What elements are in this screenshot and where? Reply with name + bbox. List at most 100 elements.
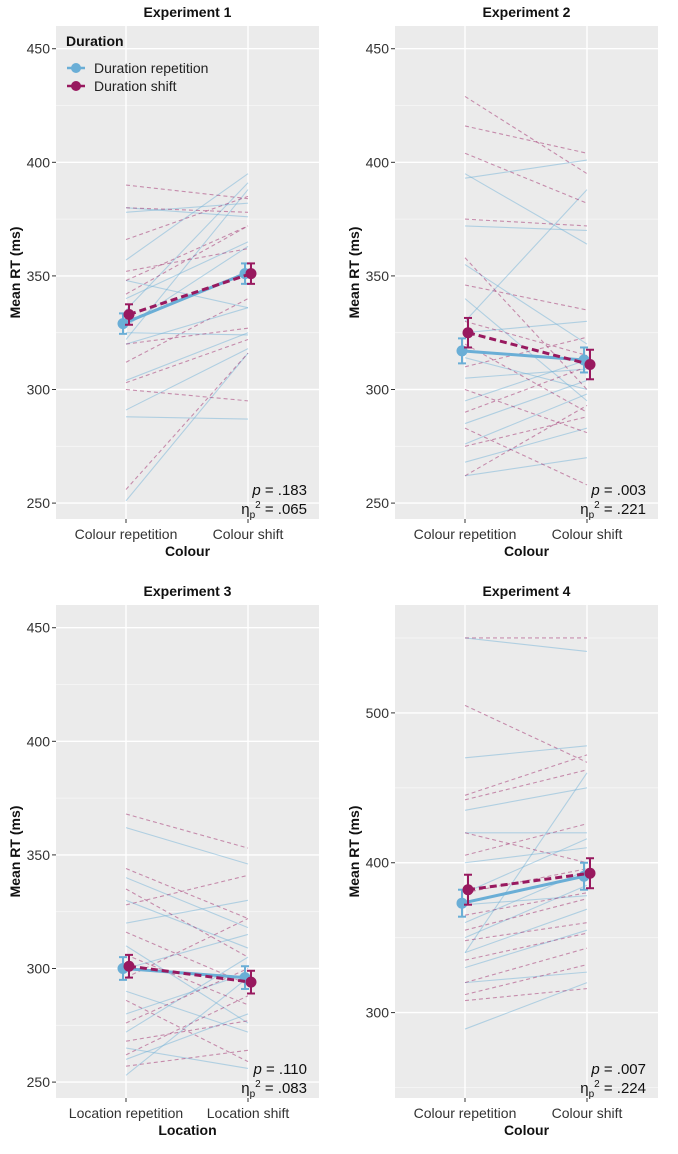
eta-squared-text: ηp2 = .224 xyxy=(580,1079,646,1100)
participant-line-repetition xyxy=(125,945,249,1024)
x-tick-label: Colour shift xyxy=(213,526,284,542)
p-value: .003 xyxy=(617,482,646,499)
participant-line-shift xyxy=(125,225,249,295)
eta-label: η xyxy=(241,501,249,518)
participant-line-shift xyxy=(464,947,588,984)
participant-line-repetition xyxy=(125,1047,249,1070)
eta-squared-value: .065 xyxy=(278,501,307,518)
plot-background xyxy=(395,26,658,519)
eta-subscript: p xyxy=(589,510,595,521)
participant-line-repetition xyxy=(464,772,588,953)
participant-line-shift xyxy=(464,320,588,356)
y-tick-label: 350 xyxy=(366,268,390,284)
participant-line-repetition xyxy=(464,884,588,939)
y-tick-label: 300 xyxy=(27,961,51,977)
p-value-text: p = .007 xyxy=(590,1061,646,1078)
eta-superscript: 2 xyxy=(594,1079,600,1090)
mean-point-repetition xyxy=(117,318,129,330)
participant-line-repetition xyxy=(125,352,249,502)
participant-line-shift xyxy=(125,225,249,281)
participant-line-repetition xyxy=(125,202,249,213)
legend-entry-label: Duration shift xyxy=(94,78,177,94)
participant-line-repetition xyxy=(125,990,249,1033)
eta-label: η xyxy=(580,1080,588,1097)
y-tick-label: 300 xyxy=(366,382,390,398)
participant-line-shift xyxy=(125,931,249,985)
eta-subscript: p xyxy=(589,1089,595,1100)
x-tick-label: Location shift xyxy=(207,1105,290,1121)
mean-point-shift xyxy=(123,309,135,321)
plot-background xyxy=(395,605,658,1098)
participant-line-repetition xyxy=(464,637,588,652)
mean-point-shift xyxy=(584,867,596,879)
participant-line-repetition xyxy=(464,745,588,759)
x-axis-title: Colour xyxy=(165,543,211,559)
mean-line-repetition xyxy=(461,874,585,905)
equals: = xyxy=(261,1080,278,1097)
participant-line-repetition xyxy=(125,899,249,949)
chart-svg: Experiment 1 250 300 350 400 450 Colour repeti… xyxy=(7,4,319,559)
participant-line-repetition xyxy=(125,933,249,970)
participant-line-repetition xyxy=(464,173,588,245)
y-tick-label: 350 xyxy=(27,268,51,284)
eta-squared-text: ηp2 = .221 xyxy=(580,500,646,521)
legend: Duration Duration repetition Duration shif… xyxy=(66,33,208,94)
legend-key-point xyxy=(71,81,81,91)
mean-point-shift xyxy=(245,268,257,280)
y-axis-title: Mean RT (ms) xyxy=(346,806,362,898)
participant-line-repetition xyxy=(464,457,588,477)
participant-line-repetition xyxy=(464,427,588,463)
y-tick-label: 350 xyxy=(27,847,51,863)
participant-line-repetition xyxy=(125,877,249,929)
eta-subscript: p xyxy=(250,1089,256,1100)
y-tick-label: 250 xyxy=(27,495,51,511)
participant-line-shift xyxy=(464,388,588,434)
p-label: p xyxy=(590,1061,599,1078)
legend-key-point xyxy=(71,63,81,73)
legend-title: Duration xyxy=(66,33,124,49)
panel-experiment-3: Experiment 3 250 300 350 400 450 Location repe… xyxy=(0,579,339,1149)
participant-line-repetition xyxy=(125,827,249,865)
eta-squared-text: ηp2 = .065 xyxy=(241,500,307,521)
p-value: .183 xyxy=(278,482,307,499)
participant-line-shift xyxy=(125,888,249,958)
p-value-text: p = .003 xyxy=(590,482,646,499)
participant-line-repetition xyxy=(125,332,249,336)
y-tick-label: 400 xyxy=(366,855,390,871)
participant-line-shift xyxy=(464,218,588,227)
participant-line-repetition xyxy=(125,173,249,261)
mean-line-shift xyxy=(467,331,591,366)
equals: = xyxy=(600,1080,617,1097)
participant-line-repetition xyxy=(464,368,588,379)
chart-title: Experiment 2 xyxy=(483,4,571,20)
equals: = xyxy=(261,501,278,518)
participant-line-repetition xyxy=(464,189,588,322)
eta-label: η xyxy=(241,1080,249,1097)
chart-title: Experiment 3 xyxy=(144,583,232,599)
y-tick-label: 300 xyxy=(366,1005,390,1021)
participant-line-repetition xyxy=(464,359,588,402)
eta-squared-text: ηp2 = .083 xyxy=(241,1079,307,1100)
eta-superscript: 2 xyxy=(255,1079,261,1090)
participant-line-repetition xyxy=(125,182,249,311)
x-tick-label: Colour repetition xyxy=(75,526,178,542)
equals: = xyxy=(600,501,617,518)
panel-experiment-4: Experiment 4 300 400 500 Colour repetition Co… xyxy=(339,579,678,1149)
participant-line-repetition xyxy=(464,298,588,402)
y-tick-label: 450 xyxy=(27,620,51,636)
mean-line-shift xyxy=(467,871,591,892)
eta-label: η xyxy=(580,501,588,518)
y-tick-label: 250 xyxy=(366,495,390,511)
participant-line-shift xyxy=(125,207,249,213)
participant-line-shift xyxy=(464,754,588,796)
equals: = xyxy=(261,482,278,499)
participant-line-repetition xyxy=(125,307,249,345)
x-tick-label: Colour shift xyxy=(552,526,623,542)
y-tick-label: 500 xyxy=(366,705,390,721)
mean-point-shift xyxy=(462,884,474,896)
y-axis-title: Mean RT (ms) xyxy=(346,227,362,319)
participant-line-shift xyxy=(125,813,249,849)
plot-background xyxy=(56,605,319,1098)
mean-point-shift xyxy=(462,327,474,339)
participant-line-repetition xyxy=(125,348,249,411)
